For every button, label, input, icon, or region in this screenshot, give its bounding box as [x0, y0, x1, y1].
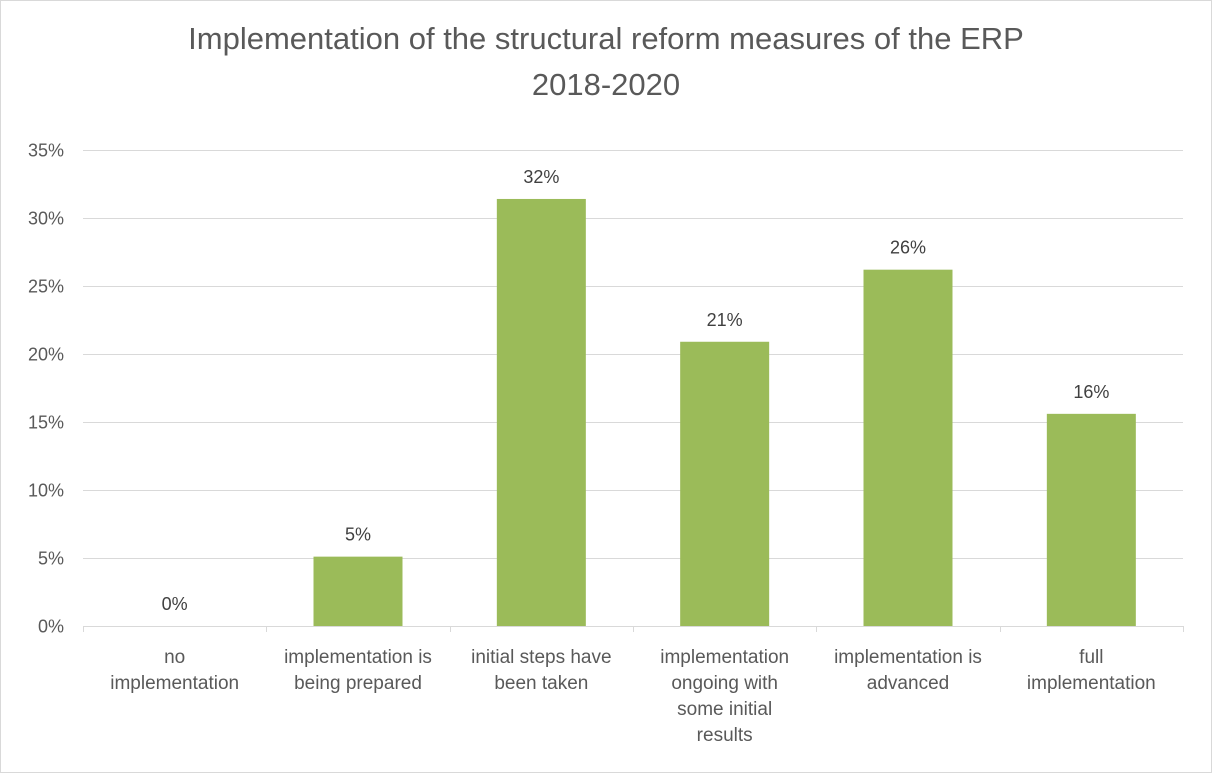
data-label: 16% [1073, 382, 1109, 402]
bar [680, 341, 770, 626]
chart-title-line-1: Implementation of the structural reform … [188, 21, 1024, 56]
bar [1046, 413, 1136, 626]
x-category-label: implementation is [284, 647, 432, 668]
y-tick-label: 5% [38, 549, 64, 569]
data-label: 0% [162, 594, 188, 614]
chart-title-line-2: 2018-2020 [531, 67, 681, 102]
data-label: 32% [523, 167, 559, 187]
bar [313, 556, 403, 626]
x-category-label: implementation is [834, 647, 982, 668]
bar [863, 269, 953, 626]
y-tick-label: 0% [38, 617, 64, 637]
x-category-label: been taken [494, 673, 588, 694]
chart-title: Implementation of the structural reform … [0, 16, 1212, 108]
x-category-label: ongoing with [671, 673, 778, 694]
y-tick-label: 15% [28, 413, 64, 433]
x-category-label: advanced [867, 673, 949, 694]
y-tick-label: 25% [28, 277, 64, 297]
data-label: 26% [890, 238, 926, 258]
x-category-label: implementation [1027, 673, 1156, 694]
data-label: 5% [345, 525, 371, 545]
x-category-label: full [1079, 647, 1103, 668]
bar [496, 198, 586, 626]
x-category-label: implementation [660, 647, 789, 668]
x-category-label: initial steps have [471, 647, 611, 668]
x-category-label: results [697, 725, 753, 746]
x-category-label: implementation [110, 673, 239, 694]
x-category-label: being prepared [294, 673, 422, 694]
y-tick-label: 10% [28, 481, 64, 501]
x-category-label: some initial [677, 699, 772, 720]
y-tick-label: 20% [28, 345, 64, 365]
y-tick-label: 30% [28, 209, 64, 229]
x-category-label: no [164, 647, 185, 668]
data-label: 21% [707, 310, 743, 330]
y-tick-label: 35% [28, 141, 64, 161]
